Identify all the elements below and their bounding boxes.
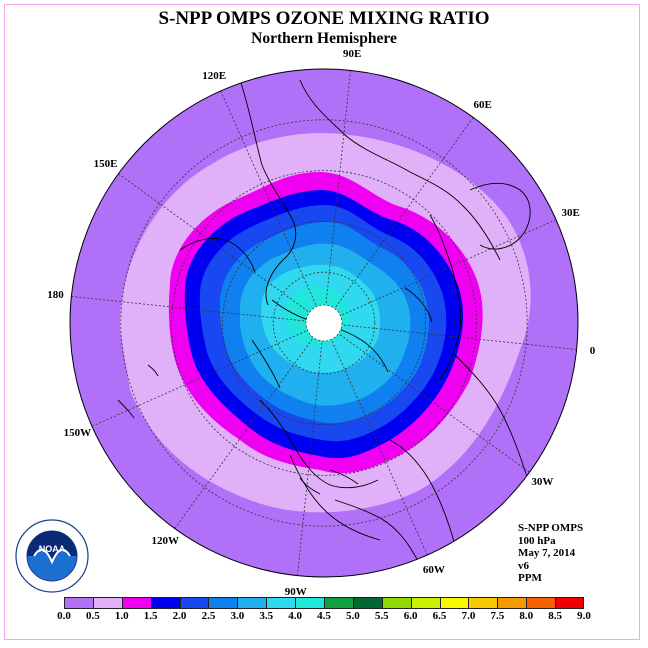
graticule: [71, 70, 577, 576]
longitude-label: 150E: [93, 158, 118, 171]
colorbar-tick-label: 8.5: [548, 610, 562, 622]
colorbar-tick-label: 6.0: [403, 610, 418, 622]
info-units: PPM: [518, 572, 542, 584]
colorbar-swatch: [439, 598, 469, 608]
map-subtitle: Northern Hemisphere: [251, 30, 397, 47]
pole-mask: [305, 304, 343, 342]
info-panel: S-NPP OMPS 100 hPa May 7, 2014 v6 PPM: [518, 522, 583, 585]
colorbar-swatch: [526, 598, 556, 608]
logo-text: NOAA: [39, 544, 66, 554]
info-instrument: S-NPP OMPS: [518, 522, 584, 534]
colorbar-swatch: [64, 598, 93, 608]
colorbar-tick-label: 7.0: [461, 610, 476, 622]
colorbar-tick-label: 0.5: [86, 610, 100, 622]
info-date: May 7, 2014: [518, 547, 576, 559]
colorbar-swatch: [497, 598, 527, 608]
colorbar-swatch: [150, 598, 180, 608]
longitude-label: 60W: [422, 563, 445, 576]
colorbar-tick-label: 4.5: [317, 610, 331, 622]
colorbar-tick-label: 1.0: [114, 610, 129, 622]
longitude-label: 120E: [202, 70, 227, 83]
latitude-circle: [272, 271, 376, 375]
colorbar-swatch: [555, 598, 584, 608]
colorbar-swatch: [208, 598, 238, 608]
colorbar-swatch: [179, 598, 209, 608]
colorbar-swatch: [410, 598, 440, 608]
longitude-label: 30W: [531, 475, 554, 488]
colorbar: [64, 597, 584, 609]
map-title: S-NPP OMPS OZONE MIXING RATIO: [158, 8, 490, 29]
longitude-label: 90W: [284, 585, 307, 598]
longitude-label: 0: [589, 345, 596, 358]
latitude-circle: [120, 119, 528, 527]
colorbar-tick-label: 0.0: [57, 610, 71, 622]
colorbar-tick-label: 2.0: [172, 610, 187, 622]
colorbar-tick-label: 9.0: [577, 610, 591, 622]
colorbar-end: [583, 598, 584, 608]
latitude-circle: [171, 170, 477, 476]
colorbar-tick-label: 1.5: [143, 610, 158, 622]
colorbar-tick-label: 3.0: [230, 610, 245, 622]
longitude-label: 60E: [473, 98, 492, 111]
colorbar-swatch: [295, 598, 324, 608]
colorbar-tick-label: 5.0: [346, 610, 360, 622]
colorbar-tick-label: 8.0: [519, 610, 534, 622]
noaa-logo: NOAA: [14, 518, 90, 599]
colorbar-tick-label: 7.5: [490, 610, 505, 622]
longitude-label: 90E: [343, 48, 362, 61]
colorbar-tick-label: 4.0: [288, 610, 302, 622]
map-boundary: [69, 68, 579, 578]
longitude-label: 30E: [561, 207, 580, 220]
colorbar-swatch: [381, 598, 411, 608]
colorbar-tick-label: 5.5: [374, 610, 389, 622]
longitude-label: 150W: [63, 426, 92, 439]
colorbar-swatch: [237, 598, 267, 608]
info-version: v6: [518, 559, 529, 572]
colorbar-tick-label: 6.5: [432, 610, 447, 622]
longitude-label: 180: [47, 288, 64, 301]
latitude-circle: [221, 220, 426, 425]
longitude-label: 120W: [151, 535, 180, 548]
colorbar-tick-label: 3.5: [259, 610, 274, 622]
colorbar-swatch: [121, 598, 151, 608]
colorbar-swatch: [324, 598, 353, 608]
page-frame: [4, 4, 640, 640]
colorbar-tick-label: 2.5: [201, 610, 216, 622]
colorbar-swatch: [266, 598, 296, 608]
info-level: 100 hPa: [518, 534, 556, 547]
colorbar-swatch: [92, 598, 122, 608]
colorbar-swatch: [352, 598, 382, 608]
colorbar-swatch: [468, 598, 498, 608]
